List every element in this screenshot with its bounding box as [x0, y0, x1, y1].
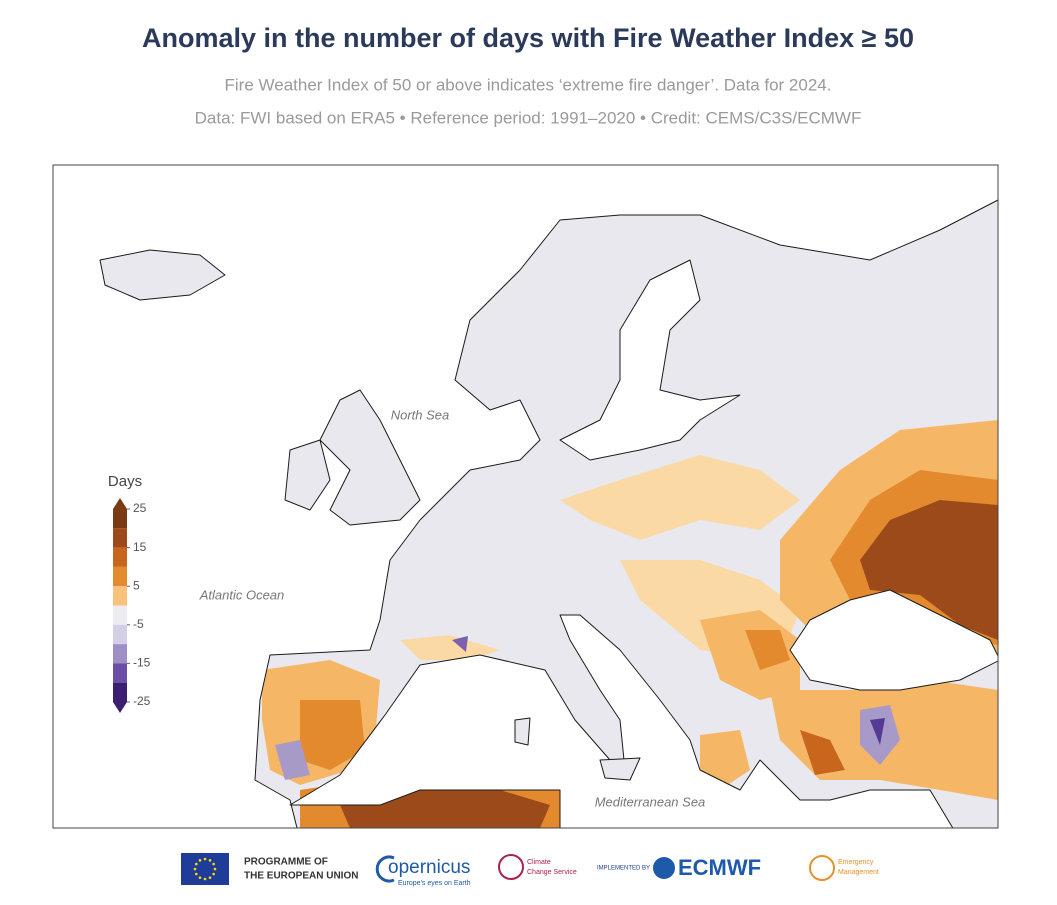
logo-text: Europe's eyes on Earth — [398, 880, 471, 887]
legend-class — [113, 528, 127, 548]
legend-arrow — [113, 702, 127, 713]
title: Anomaly in the number of days with Fire … — [142, 23, 914, 53]
legend-class — [113, 605, 127, 625]
sea-label: North Sea — [391, 407, 450, 422]
map: North Sea Atlantic Ocean Mediterranean S… — [52, 164, 999, 829]
legend-tick-label: -25 — [133, 694, 151, 708]
seas — [53, 165, 998, 828]
legend-class — [113, 682, 127, 702]
sea-label: Atlantic Ocean — [199, 587, 285, 602]
legend-tick-label: 5 — [133, 578, 140, 592]
anomaly-fields — [262, 420, 998, 828]
logo-text: Emergency — [838, 859, 874, 866]
logo-text: opernicus — [388, 857, 470, 878]
legend-class — [113, 644, 127, 664]
islands — [99, 249, 641, 781]
legend-tick-label: 25 — [133, 501, 147, 515]
logo-text: THE EUROPEAN UNION — [244, 871, 358, 882]
source: Data: FWI based on ERA5 • Reference peri… — [195, 108, 862, 127]
logo-text: IMPLEMENTED BY — [597, 866, 650, 872]
subtitle: Fire Weather Index of 50 or above indica… — [225, 75, 832, 94]
sea-label: Mediterranean Sea — [595, 794, 706, 809]
legend-tick-label: -15 — [133, 656, 151, 670]
logo-text: Management — [838, 869, 879, 876]
legend-class — [113, 663, 127, 683]
legend-class — [113, 624, 127, 645]
logo-text: Climate — [527, 859, 551, 866]
legend-tick-label: 15 — [133, 540, 147, 554]
legend: Days 25 15 5 -5 -15 -25 — [108, 473, 151, 713]
logo-text: ECMWF — [678, 855, 761, 880]
legend-arrow — [113, 498, 127, 509]
footer: PROGRAMME OF THE EUROPEAN UNION opernicu… — [181, 853, 879, 887]
legend-tick-label: -5 — [133, 617, 144, 631]
legend-title: Days — [108, 473, 142, 490]
legend-class — [113, 547, 127, 567]
legend-class — [113, 509, 127, 529]
legend-class — [113, 586, 127, 606]
logo-text: Change Service — [527, 869, 577, 876]
logo-text: PROGRAMME OF — [244, 857, 328, 868]
legend-class — [113, 566, 127, 587]
